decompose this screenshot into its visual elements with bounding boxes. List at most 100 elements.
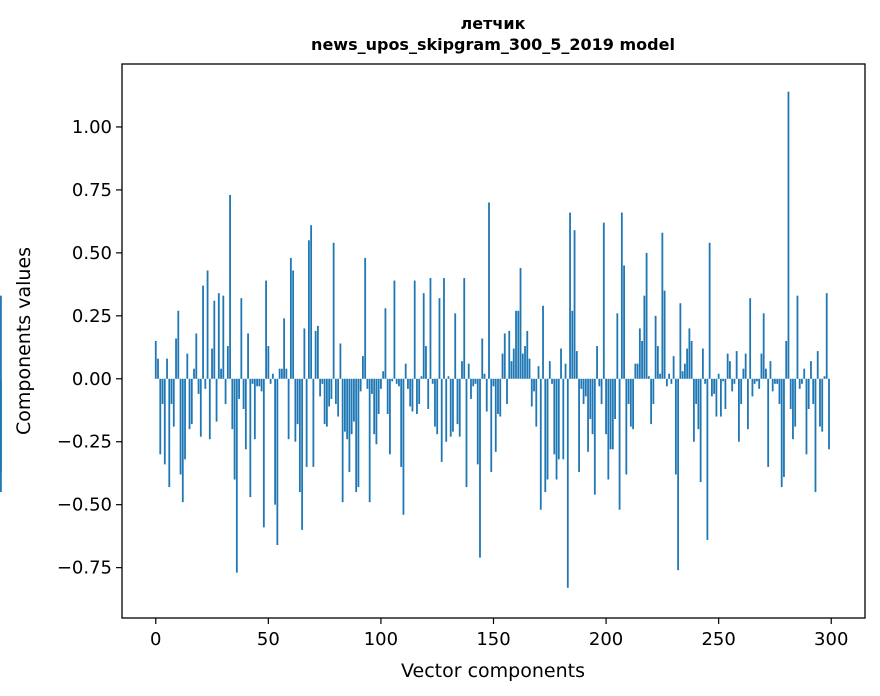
bar-144 xyxy=(479,378,481,558)
bar-169 xyxy=(535,378,538,427)
bar-162 xyxy=(519,267,522,379)
bar-179 xyxy=(557,378,560,460)
bar-155 xyxy=(503,333,506,379)
bar-242 xyxy=(699,378,702,483)
x-tick-label: 0 xyxy=(150,629,161,650)
x-tick-label: 150 xyxy=(476,629,510,650)
bar-181 xyxy=(562,378,565,460)
bar-163 xyxy=(521,353,524,379)
bar-236 xyxy=(686,348,689,379)
bar-192 xyxy=(587,378,589,452)
bar-92 xyxy=(362,356,364,379)
bar-29 xyxy=(220,368,222,379)
bar-116 xyxy=(416,378,418,415)
bar-15 xyxy=(188,378,191,430)
bar-229 xyxy=(670,378,673,384)
y-axis: −0.75 −0.50 −0.25 0.00 0.25 0.50 0.75 1.00 xyxy=(57,117,122,579)
bar-260 xyxy=(740,378,743,404)
bar-45 xyxy=(256,378,258,387)
bar-271 xyxy=(765,368,767,379)
bar-226 xyxy=(663,290,666,379)
bar-112 xyxy=(407,378,409,389)
bar-133 xyxy=(454,313,457,379)
bar-136 xyxy=(461,361,463,379)
y-tick-label: 0.25 xyxy=(72,306,112,327)
bar-244 xyxy=(704,378,707,384)
bar-143 xyxy=(476,378,479,465)
bar-257 xyxy=(733,378,736,384)
bar-148 xyxy=(488,202,490,379)
bar-33 xyxy=(229,194,231,379)
bar-199 xyxy=(602,222,605,379)
bar-172 xyxy=(542,305,544,379)
bar-99 xyxy=(377,378,380,415)
bar-294 xyxy=(816,351,819,379)
bar-154 xyxy=(501,353,504,379)
bar-214 xyxy=(636,363,639,379)
bar-139 xyxy=(467,363,470,379)
bar-241 xyxy=(697,378,700,430)
bar-120 xyxy=(425,346,427,379)
bar-73 xyxy=(319,378,322,397)
bar-153 xyxy=(499,378,502,417)
bar-166 xyxy=(528,358,531,379)
bar-175 xyxy=(548,361,551,379)
bar-203 xyxy=(611,378,614,450)
bar-74 xyxy=(321,378,324,384)
bar-292 xyxy=(812,378,815,404)
bar-177 xyxy=(553,378,556,455)
bar-140 xyxy=(470,378,472,399)
bar-205 xyxy=(616,313,619,379)
bar-180 xyxy=(560,348,562,379)
bar-111 xyxy=(404,363,407,379)
bar-11 xyxy=(179,378,182,475)
bar-79 xyxy=(332,242,335,379)
bar-210 xyxy=(627,378,630,404)
bar-49 xyxy=(265,280,267,379)
bar-275 xyxy=(774,378,776,384)
bar-6 xyxy=(168,378,171,488)
y-tick-label: 1.00 xyxy=(72,117,112,138)
bar-278 xyxy=(780,378,783,488)
bar-206 xyxy=(618,378,621,510)
bar-269 xyxy=(760,353,763,379)
chart-subtitle: news_upos_skipgram_300_5_2019 model xyxy=(311,35,675,54)
bar-50 xyxy=(267,346,270,379)
bar-237 xyxy=(688,328,691,379)
bar-208 xyxy=(623,265,625,379)
bar-54 xyxy=(276,378,279,545)
x-tick-label: 100 xyxy=(364,629,398,650)
bar-212 xyxy=(632,378,634,430)
bar-56 xyxy=(280,368,283,379)
bar-104 xyxy=(389,378,391,455)
bar-103 xyxy=(386,378,389,415)
bar-102 xyxy=(384,308,387,379)
bar-96 xyxy=(371,378,373,394)
bar-293 xyxy=(814,378,817,493)
bar-84 xyxy=(344,378,346,432)
bar-142 xyxy=(474,378,477,384)
bar-5 xyxy=(166,358,168,379)
bar-287 xyxy=(801,378,803,384)
bar-25 xyxy=(211,348,213,379)
bar-189 xyxy=(580,378,583,389)
bar-42 xyxy=(249,378,252,498)
bar-151 xyxy=(494,378,497,452)
bar-60 xyxy=(289,257,292,379)
bar-100 xyxy=(380,378,382,389)
bar-80 xyxy=(334,378,337,404)
bar-263 xyxy=(747,378,749,430)
bar-141 xyxy=(472,378,475,387)
x-tick-label: 300 xyxy=(814,629,848,650)
bar-158 xyxy=(510,361,513,379)
bar-276 xyxy=(776,378,779,384)
bar-282 xyxy=(789,378,792,409)
bar-47 xyxy=(260,378,263,392)
bar-230 xyxy=(672,356,675,379)
bar-146 xyxy=(483,373,486,379)
bar-252 xyxy=(722,378,725,382)
bar-191 xyxy=(584,378,587,397)
bar-125 xyxy=(436,378,439,435)
bar-41 xyxy=(247,333,249,379)
bar-31 xyxy=(224,378,227,404)
